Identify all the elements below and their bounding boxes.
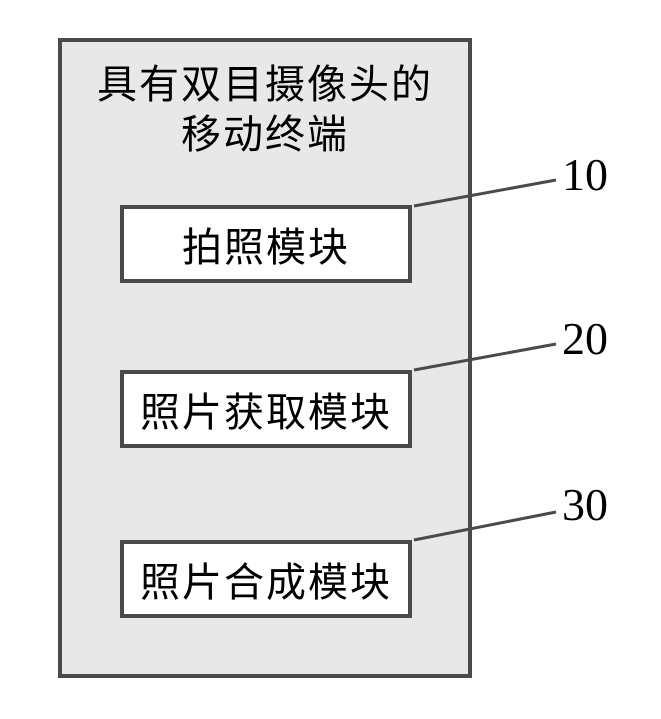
module-photo-compose: 照片合成模块	[120, 540, 412, 618]
device-container: 具有双目摄像头的 移动终端 拍照模块 照片获取模块 照片合成模块	[58, 38, 472, 678]
reference-label-3: 30	[562, 478, 608, 531]
title-line-2: 移动终端	[181, 112, 349, 157]
reference-label-1: 10	[562, 148, 608, 201]
module-label: 拍照模块	[182, 215, 350, 273]
module-label: 照片合成模块	[140, 550, 392, 608]
module-label: 照片获取模块	[140, 380, 392, 438]
module-photo-acquire: 照片获取模块	[120, 370, 412, 448]
module-photo-capture: 拍照模块	[120, 205, 412, 283]
title-line-1: 具有双目摄像头的	[97, 62, 433, 107]
device-title: 具有双目摄像头的 移动终端	[62, 42, 468, 160]
reference-label-2: 20	[562, 312, 608, 365]
